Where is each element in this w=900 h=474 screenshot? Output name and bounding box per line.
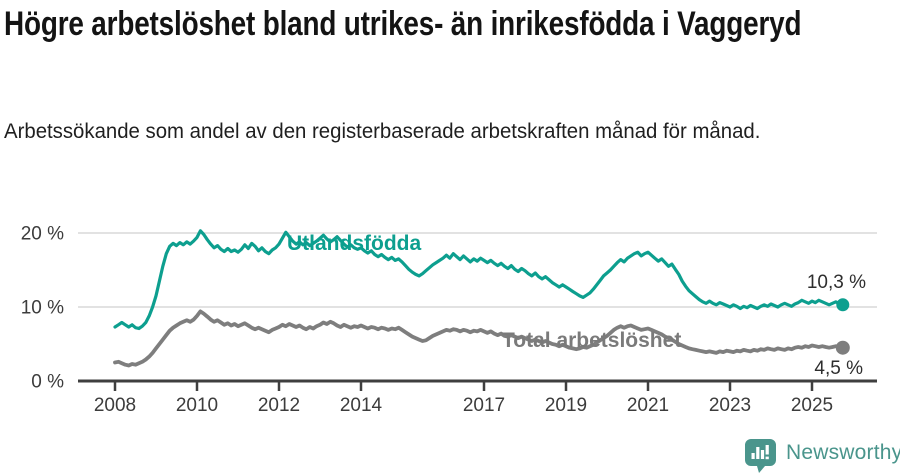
series-end-dot-utlandsfodda [836, 298, 850, 312]
brand-name: Newsworthy [786, 441, 900, 464]
x-axis-label: 2010 [176, 395, 218, 416]
x-axis-label: 2014 [340, 395, 383, 416]
series-end-dot-total [835, 340, 850, 355]
x-axis-label: 2012 [258, 395, 300, 416]
x-axis-label: 2021 [627, 395, 669, 416]
series-label-utlandsfodda: Utlandsfödda [287, 232, 422, 255]
x-axis-label: 2019 [545, 395, 587, 416]
x-axis-label: 2017 [463, 395, 505, 416]
series-line-utlandsfodda [113, 229, 845, 331]
y-axis-label: 10 % [21, 298, 64, 319]
x-axis-label: 2025 [791, 395, 833, 416]
brand-logo: Newsworthy [744, 438, 900, 473]
series-line-total [113, 309, 845, 368]
page-subtitle: Arbetssökande som andel av den registerb… [4, 120, 761, 143]
y-axis-label: 20 % [21, 224, 64, 245]
page-title: Högre arbetslöshet bland utrikes- än inr… [4, 5, 802, 43]
x-axis-label: 2008 [94, 395, 136, 416]
end-value-total-arbetsloshet: 4,5 % [814, 358, 863, 379]
x-axis-label: 2023 [709, 395, 751, 416]
series-label-total-arbetsloshet: Total arbetslöshet [502, 329, 682, 352]
end-value-utlandsfodda: 10,3 % [806, 272, 866, 293]
speech-bubble-bar-chart-icon [745, 439, 776, 473]
y-axis-label: 0 % [31, 372, 64, 393]
